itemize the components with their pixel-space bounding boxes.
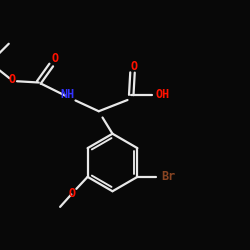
Text: O: O: [52, 52, 59, 65]
Text: O: O: [130, 60, 137, 74]
Text: O: O: [8, 73, 16, 86]
Text: OH: OH: [156, 88, 170, 102]
Text: Br: Br: [161, 170, 175, 183]
Text: O: O: [68, 186, 76, 200]
Text: NH: NH: [60, 88, 74, 102]
